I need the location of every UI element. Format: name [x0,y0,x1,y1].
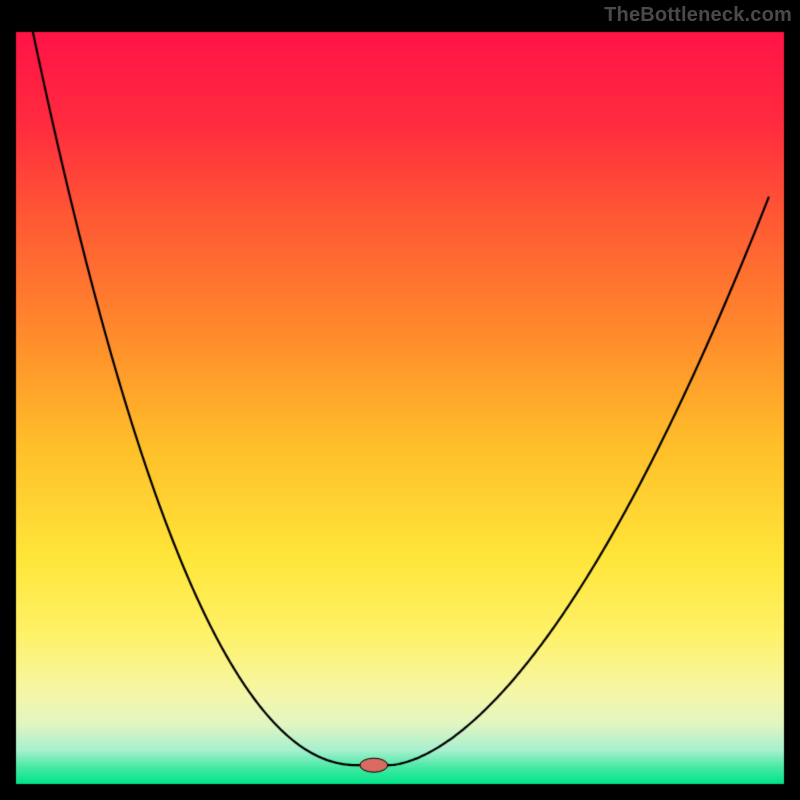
watermark-text: TheBottleneck.com [604,4,792,27]
chart-stage: TheBottleneck.com [0,0,800,800]
bottleneck-curve-chart [0,0,800,800]
